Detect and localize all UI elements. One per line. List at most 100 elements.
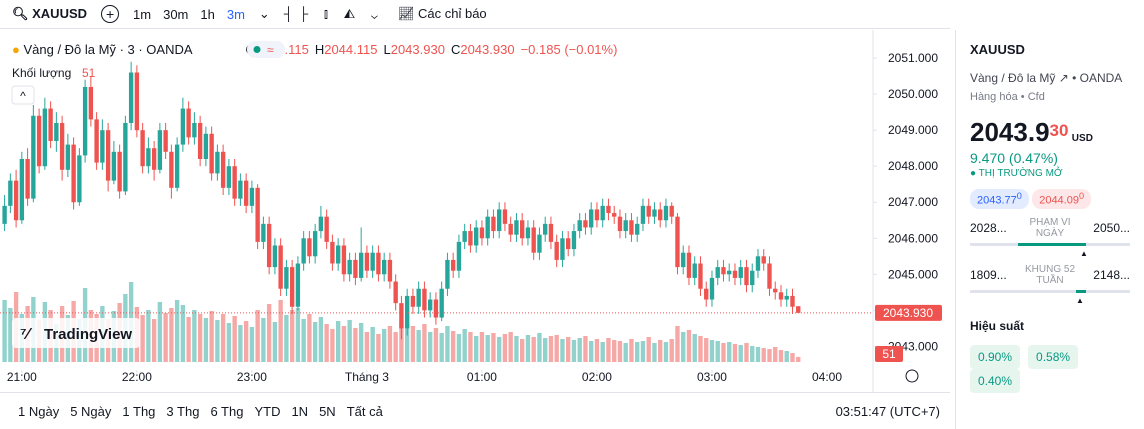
volume-bar — [543, 338, 548, 362]
week-high: 2148... — [1093, 267, 1130, 282]
interval-menu[interactable]: ⌄ — [258, 6, 270, 21]
range-button[interactable]: 1 Thg — [122, 403, 156, 419]
candle-body — [169, 151, 174, 188]
candle-body — [347, 259, 352, 275]
candle-body — [232, 166, 237, 199]
volume-bar — [163, 313, 168, 362]
volume-bar — [704, 338, 709, 362]
candle-body — [663, 205, 669, 221]
volume-bar — [140, 315, 145, 362]
candle-body — [623, 220, 628, 232]
range-button[interactable]: YTD — [254, 403, 281, 419]
candle-body — [652, 209, 657, 217]
interval[interactable]: 1h — [200, 6, 215, 22]
volume-bar — [404, 323, 410, 362]
candle-body — [537, 234, 542, 253]
candle-body — [209, 133, 214, 174]
candle-body — [387, 259, 393, 282]
volume-bar — [571, 340, 577, 362]
range-button[interactable]: 5 Ngày — [70, 403, 112, 419]
volume-bar — [663, 342, 669, 362]
volume-bar — [186, 317, 191, 362]
candle-body — [203, 133, 209, 160]
candle-body — [2, 205, 7, 224]
range-button[interactable]: 6 Thg — [210, 403, 244, 419]
settings-icon[interactable] — [905, 369, 919, 383]
x-tick-label: 21:00 — [7, 370, 37, 384]
volume-bar — [180, 305, 186, 362]
volume-bar — [646, 337, 651, 362]
candle-body — [330, 241, 335, 264]
range-button[interactable]: Tất cả — [346, 403, 383, 419]
volume-bar — [203, 318, 209, 362]
volume-bar — [295, 308, 301, 362]
bid-value: 2043.77 — [977, 194, 1017, 207]
interval[interactable]: 30m — [163, 6, 189, 22]
candle-body — [140, 130, 145, 167]
bid-sup: 0 — [1016, 191, 1022, 201]
range-button[interactable]: 1N — [291, 403, 309, 419]
volume-bar — [335, 321, 341, 362]
volume-bar — [376, 334, 381, 362]
volume-bar — [548, 336, 554, 362]
ask: 2044.090 — [1032, 189, 1092, 209]
candle-body — [491, 216, 496, 232]
interval[interactable]: 3m — [226, 6, 245, 22]
legend-change: −0.185 (−0.01%) — [521, 42, 618, 57]
candle-body — [220, 151, 226, 188]
volume-bar — [583, 336, 588, 362]
volume-bar — [422, 324, 427, 362]
volume-bar — [629, 339, 634, 362]
chart: 2043.0002044.0002045.0002046.0002047.000… — [0, 30, 950, 392]
x-tick-label: 22:00 — [122, 370, 152, 384]
interval[interactable]: 1m — [133, 6, 152, 22]
volume-bar — [192, 310, 197, 362]
indicators[interactable]: 📈︎ Các chỉ báo — [397, 6, 487, 21]
volume-bar — [658, 340, 663, 362]
candle-body — [71, 144, 76, 203]
candle-body — [105, 130, 111, 181]
candle-body — [226, 166, 232, 188]
add-symbol[interactable]: + — [101, 5, 120, 23]
range-button[interactable]: 1 Ngày — [18, 403, 60, 419]
side-change: 9.470 (0.47%) — [970, 150, 1058, 166]
legend-key: H — [315, 42, 324, 57]
candle-body — [146, 148, 151, 167]
volume-bar — [266, 304, 272, 362]
clock: 03:51:47 (UTC+7) — [835, 403, 940, 419]
candle-body — [416, 288, 421, 307]
chart-style[interactable]: ┤├ ⫾ ◭ ⌄ — [283, 6, 384, 21]
day-range-bar: ▲ — [970, 242, 1130, 258]
volume-bar — [278, 300, 283, 362]
candle-body — [77, 155, 82, 203]
symbol-search[interactable]: 🔍︎ XAUUSD — [12, 6, 88, 21]
collapse-button[interactable] — [11, 85, 35, 105]
legend-value: 2044.115 — [324, 42, 377, 57]
candle-body — [404, 295, 410, 329]
last-price-box — [875, 304, 942, 321]
range-button[interactable]: 5N — [319, 403, 336, 419]
volume-bar — [698, 336, 703, 362]
volume-bar — [755, 347, 761, 362]
volume-bar — [215, 320, 220, 362]
side-name[interactable]: Vàng / Đô la Mỹ — [970, 71, 1056, 85]
candle-body — [445, 259, 450, 289]
y-tick-label: 2050.000 — [888, 87, 938, 101]
candle-body — [370, 252, 375, 271]
collapse-icon: ^ — [20, 89, 26, 103]
side-exchange: OANDA — [1079, 71, 1123, 85]
volume-bar — [272, 322, 278, 362]
candle-body — [600, 205, 605, 221]
volume-bar — [485, 335, 490, 362]
candle-body — [468, 231, 473, 246]
x-tick-label: Tháng 3 — [345, 370, 389, 384]
volume-bar — [347, 320, 352, 362]
candle-body — [698, 263, 703, 289]
market-status — [247, 41, 285, 58]
candle-body — [324, 216, 329, 242]
volume-bar — [318, 317, 324, 362]
candle-body — [761, 256, 766, 264]
range-button[interactable]: 3 Thg — [166, 403, 200, 419]
week-range-bar: ▲ — [970, 289, 1130, 305]
